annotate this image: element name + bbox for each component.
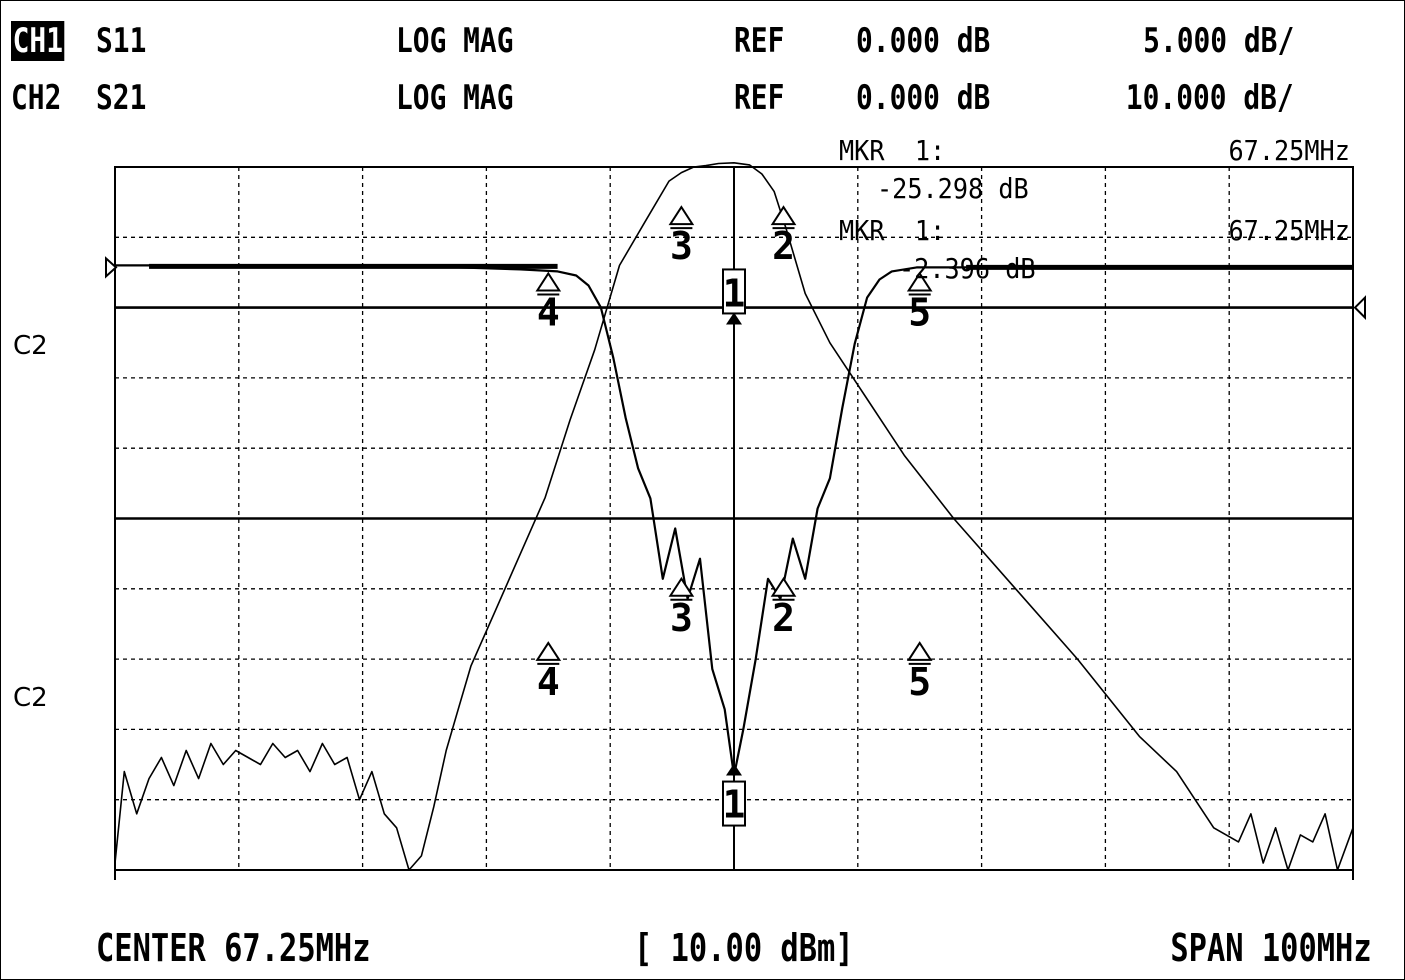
ch1-ref-value: 0.000 dB bbox=[856, 21, 991, 61]
ref-level-indicator-ch1 bbox=[105, 256, 118, 279]
ch1-format: LOG MAG bbox=[396, 21, 514, 61]
marker-readout-value-1: -25.298 dB bbox=[877, 172, 1029, 205]
marker-s11-5-label: 5 bbox=[908, 290, 931, 334]
marker-s11-2-triangle bbox=[770, 576, 797, 597]
marker-s11-4-label: 4 bbox=[537, 290, 560, 334]
traces bbox=[114, 162, 1354, 871]
marker-s21-5-triangle bbox=[906, 641, 933, 661]
marker-s21-1-label: 1 bbox=[723, 271, 746, 315]
marker-s11-5-triangle bbox=[906, 271, 933, 292]
marker-s11-3-label: 3 bbox=[670, 596, 693, 640]
marker-s11-3-triangle bbox=[668, 576, 695, 597]
center-frequency: CENTER 67.25MHz bbox=[96, 926, 371, 970]
marker-readout-label-2: MKR 1: bbox=[839, 214, 946, 247]
marker-readout-freq-2: 67.25MHz bbox=[1228, 214, 1350, 247]
marker-readout-label-1: MKR 1: bbox=[839, 134, 946, 167]
marker-s21-3-label: 3 bbox=[670, 224, 693, 268]
marker-s21-4-triangle bbox=[535, 641, 562, 661]
ch1-parameter: S11 bbox=[96, 21, 147, 61]
marker-readout-value-2: -2.396 dB bbox=[899, 252, 1036, 285]
ch2-label[interactable]: CH2 bbox=[11, 78, 62, 118]
marker-s11-1-box bbox=[722, 780, 746, 827]
side-label-lower: C2 bbox=[13, 683, 48, 713]
marker-s21-5-label: 5 bbox=[908, 660, 931, 704]
ch1-label[interactable]: CH1 bbox=[11, 21, 65, 61]
ch2-format: LOG MAG bbox=[396, 78, 514, 118]
ch2-ref-value: 0.000 dB bbox=[856, 78, 991, 118]
frequency-span: SPAN 100MHz bbox=[1170, 926, 1372, 970]
trace-s21 bbox=[114, 162, 1354, 871]
marker-s21-3-triangle bbox=[668, 205, 695, 226]
marker-readout-freq-1: 67.25MHz bbox=[1228, 134, 1350, 167]
marker-s21-2-label: 2 bbox=[772, 224, 795, 268]
ch2-ref-label: REF bbox=[734, 78, 785, 118]
ch1-ref-label: REF bbox=[734, 21, 785, 61]
marker-s11-1-label: 1 bbox=[723, 783, 746, 827]
ch1-scale: 5.000 dB/ bbox=[1142, 21, 1294, 61]
source-power: [ 10.00 dBm] bbox=[634, 926, 854, 970]
ref-level-indicator-ch2 bbox=[1353, 295, 1366, 321]
marker-s21-1-pointer bbox=[726, 312, 742, 325]
reference-indicators bbox=[105, 256, 1366, 321]
marker-s21-4-label: 4 bbox=[537, 660, 560, 704]
ch2-parameter: S21 bbox=[96, 78, 147, 118]
ch2-scale: 10.000 dB/ bbox=[1126, 78, 1294, 118]
ch1-active-badge[interactable]: CH1 bbox=[11, 21, 65, 61]
marker-s21-2-triangle bbox=[770, 205, 797, 226]
marker-s11-1-pointer bbox=[726, 763, 742, 776]
marker-s11-4-triangle bbox=[535, 271, 562, 292]
side-label-upper: C2 bbox=[13, 331, 48, 361]
marker-s11-2-label: 2 bbox=[772, 596, 795, 640]
